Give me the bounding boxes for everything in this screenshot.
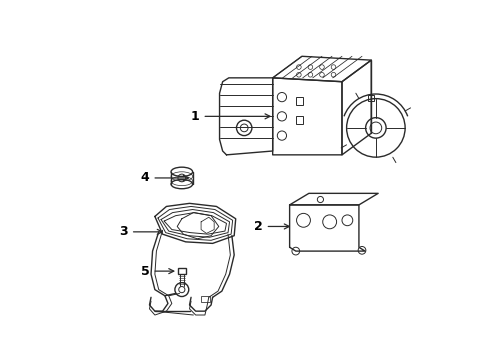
- Bar: [178, 268, 186, 274]
- Bar: [201, 296, 210, 302]
- Bar: [368, 95, 374, 101]
- Bar: [296, 116, 303, 124]
- Text: 1: 1: [191, 110, 270, 123]
- Text: 5: 5: [141, 265, 174, 278]
- Text: 2: 2: [254, 220, 289, 233]
- Bar: [296, 97, 303, 105]
- Text: 4: 4: [141, 171, 189, 184]
- Text: 3: 3: [119, 225, 162, 238]
